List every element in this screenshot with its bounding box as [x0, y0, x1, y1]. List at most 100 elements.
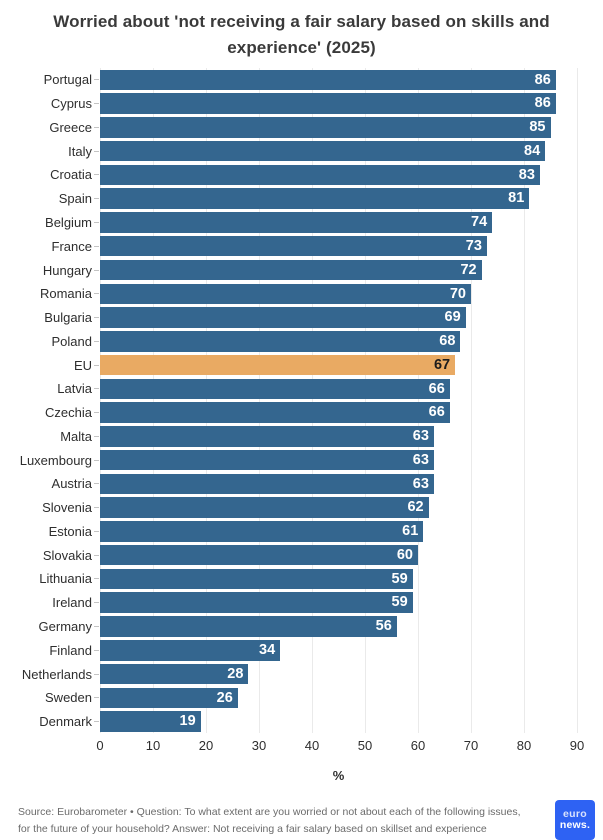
bar-row-luxembourg: Luxembourg 63 [0, 448, 603, 472]
bar-row-italy: Italy 84 [0, 139, 603, 163]
bar-row-austria: Austria 63 [0, 472, 603, 496]
bar-value-lithuania: 59 [391, 570, 408, 587]
category-label-spain: Spain [58, 191, 92, 207]
category-label-slovenia: Slovenia [42, 500, 92, 516]
category-tick-mark [94, 649, 99, 651]
bar-value-austria: 63 [412, 475, 429, 492]
category-tick-mark [94, 507, 99, 509]
x-tick-70: 70 [463, 738, 479, 754]
category-label-italy: Italy [68, 143, 92, 159]
source-line-2: for the future of your household? Answer… [18, 823, 487, 836]
bar-track-eu: 67 [100, 354, 577, 376]
bar-track-croatia: 83 [100, 164, 577, 186]
bar-czechia: 66 [100, 402, 450, 423]
category-label-bulgaria: Bulgaria [44, 310, 92, 326]
bar-value-bulgaria: 69 [444, 309, 461, 326]
category-label-austria: Austria [51, 476, 92, 492]
bar-romania: 70 [100, 283, 471, 305]
category-tick-mark [94, 245, 99, 247]
category-tick-mark [94, 459, 99, 461]
x-tick-80: 80 [516, 738, 532, 754]
category-tick-mark [94, 364, 99, 366]
bar-track-hungary: 72 [100, 259, 577, 281]
x-tick-20: 20 [198, 738, 214, 754]
bar-track-slovenia: 62 [100, 497, 577, 518]
category-label-ireland: Ireland [52, 595, 92, 611]
category-tick-mark [94, 293, 99, 295]
category-tick-mark [94, 317, 99, 319]
bar-hungary: 72 [100, 259, 482, 281]
bar-row-ireland: Ireland 59 [0, 591, 603, 615]
bar-value-denmark: 19 [179, 713, 196, 730]
category-tick-mark [94, 174, 99, 176]
category-label-croatia: Croatia [50, 167, 92, 183]
bar-value-sweden: 26 [216, 689, 233, 706]
category-label-latvia: Latvia [57, 381, 92, 397]
category-label-luxembourg: Luxembourg [19, 452, 92, 468]
bar-value-romania: 70 [449, 285, 466, 302]
bar-value-cyprus: 86 [534, 95, 551, 112]
category-label-czechia: Czechia [45, 405, 92, 421]
bar-luxembourg: 63 [100, 449, 434, 471]
bar-portugal: 86 [100, 69, 556, 91]
category-tick-mark [94, 435, 99, 437]
bar-track-malta: 63 [100, 426, 577, 447]
bar-track-cyprus: 86 [100, 93, 577, 114]
bar-estonia: 61 [100, 521, 424, 542]
x-tick-50: 50 [357, 738, 373, 754]
bar-track-germany: 56 [100, 616, 577, 637]
bar-track-italy: 84 [100, 140, 577, 162]
bar-spain: 81 [100, 188, 530, 209]
bar-row-estonia: Estonia 61 [0, 520, 603, 544]
bar-belgium: 74 [100, 212, 493, 233]
category-tick-mark [94, 697, 99, 699]
euronews-logo: euro news. [555, 800, 595, 840]
bar-rows: Portugal 86 Cyprus 86 Greece 85 Italy 84 Croatia… [0, 68, 603, 733]
x-axis-label: % [332, 768, 345, 784]
euronews-logo-text-euro: euro [563, 808, 587, 821]
bar-cyprus: 86 [100, 93, 556, 114]
bar-track-france: 73 [100, 235, 577, 257]
bar-austria: 63 [100, 473, 434, 495]
bar-france: 73 [100, 235, 487, 257]
bar-track-latvia: 66 [100, 378, 577, 400]
chart-title: Worried about 'not receiving a fair sala… [53, 12, 550, 57]
bar-track-austria: 63 [100, 473, 577, 495]
x-axis: 0 10 20 30 40 50 60 70 80 90 [96, 738, 584, 755]
bar-germany: 56 [100, 616, 397, 637]
bar-track-czechia: 66 [100, 402, 577, 423]
bar-value-greece: 85 [529, 119, 546, 136]
bar-track-greece: 85 [100, 117, 577, 138]
bar-track-denmark: 19 [100, 711, 577, 732]
x-tick-10: 10 [145, 738, 161, 754]
category-label-portugal: Portugal [43, 72, 92, 88]
bar-slovenia: 62 [100, 497, 429, 518]
x-tick-0: 0 [96, 738, 104, 754]
bar-row-eu: EU 67 [0, 353, 603, 377]
category-label-estonia: Estonia [48, 523, 92, 539]
category-tick-mark [94, 103, 99, 105]
category-tick-mark [94, 388, 99, 390]
bar-value-portugal: 86 [534, 71, 551, 88]
bar-row-france: France 73 [0, 234, 603, 258]
bar-row-slovenia: Slovenia 62 [0, 496, 603, 520]
bar-malta: 63 [100, 426, 434, 447]
bar-ireland: 59 [100, 592, 413, 613]
category-label-romania: Romania [39, 286, 92, 302]
category-label-france: France [51, 238, 92, 254]
bar-value-estonia: 61 [402, 523, 419, 540]
bar-row-finland: Finland 34 [0, 638, 603, 662]
category-tick-mark [94, 79, 99, 81]
bar-row-poland: Poland 68 [0, 329, 603, 353]
category-tick-mark [94, 625, 99, 627]
x-tick-90: 90 [569, 738, 585, 754]
bar-track-finland: 34 [100, 640, 577, 661]
category-tick-mark [94, 721, 99, 723]
bar-row-croatia: Croatia 83 [0, 163, 603, 187]
x-tick-30: 30 [251, 738, 267, 754]
bar-track-belgium: 74 [100, 212, 577, 233]
category-tick-mark [94, 269, 99, 271]
category-label-lithuania: Lithuania [39, 571, 92, 587]
bar-slovakia: 60 [100, 544, 418, 566]
